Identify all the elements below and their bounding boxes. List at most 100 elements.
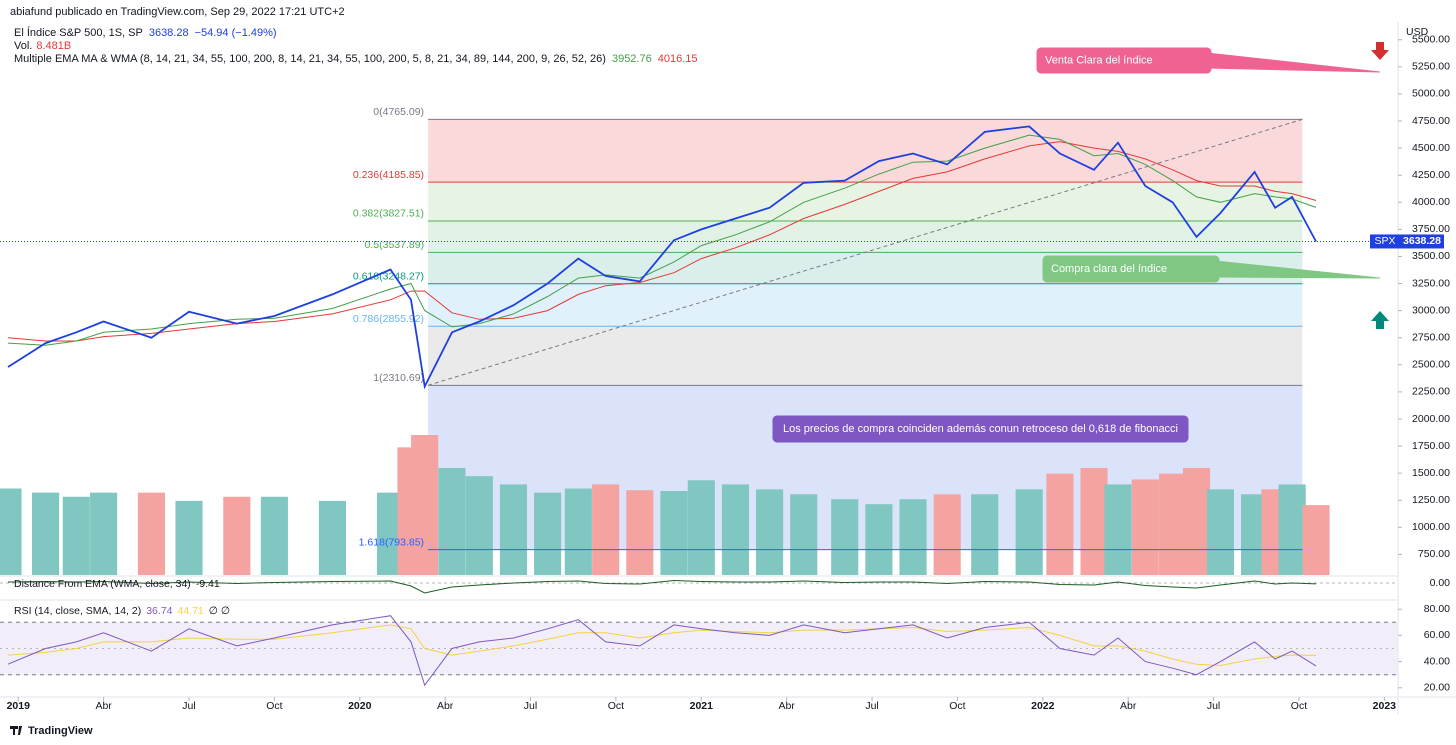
volume-bar bbox=[499, 484, 528, 575]
volume-bar bbox=[790, 494, 818, 575]
logo bbox=[10, 726, 22, 735]
y-tick-label: 4000.00 bbox=[1412, 196, 1450, 208]
x-tick-label: Jul bbox=[524, 700, 537, 712]
callout bbox=[1042, 255, 1220, 283]
x-tick-label: 2022 bbox=[1031, 700, 1055, 712]
rsi-legend: RSI (14, close, SMA, 14, 2) 36.74 44.71 ∅ ∅ bbox=[14, 605, 230, 617]
price-line bbox=[7, 125, 1317, 390]
volume-bar bbox=[564, 488, 592, 575]
y-tick-label: 2000.00 bbox=[1412, 413, 1450, 425]
y-tick-label: 2250.00 bbox=[1412, 386, 1450, 398]
y-tick-label: 3750.00 bbox=[1412, 223, 1450, 235]
x-tick-label: Oct bbox=[949, 700, 965, 712]
distance-title: Distance From EMA (WMA, close, 34) bbox=[14, 578, 191, 590]
volume-bar bbox=[534, 492, 562, 575]
y-tick-label: 2500.00 bbox=[1412, 359, 1450, 371]
fib-label: 0.786(2855.92) bbox=[353, 313, 424, 325]
distance-value: -9.41 bbox=[196, 578, 220, 590]
volume-bar bbox=[318, 500, 347, 575]
change: −54.94 (−1.49%) bbox=[195, 27, 277, 39]
x-tick-label: Jul bbox=[865, 700, 878, 712]
legend-vol: Vol. 8.481B bbox=[14, 40, 71, 52]
volume-bar bbox=[62, 496, 90, 575]
footer: TradingView bbox=[28, 725, 93, 737]
vol-label: Vol. bbox=[14, 40, 32, 52]
volume-bar bbox=[831, 499, 859, 575]
ema-slow: 4016.15 bbox=[658, 53, 698, 65]
fib-label: 0.618(3248.27) bbox=[353, 271, 424, 283]
y-tick-label: 5500.00 bbox=[1412, 34, 1450, 46]
fib-label: 0.382(3827.51) bbox=[353, 208, 424, 220]
ema-label: Multiple EMA MA & WMA (8, 14, 21, 34, 55… bbox=[14, 53, 606, 65]
volume-bar bbox=[438, 467, 466, 575]
x-tick-label: Oct bbox=[1291, 700, 1307, 712]
y-tick-label: 20.00 bbox=[1424, 682, 1450, 694]
symbol: El Índice S&P 500, 1S, SP bbox=[14, 26, 143, 39]
volume-bar bbox=[137, 492, 166, 575]
volume-bar bbox=[1302, 505, 1330, 575]
volume-bar bbox=[1080, 467, 1108, 575]
fib-band bbox=[428, 119, 1303, 183]
y-tick-label: 60.00 bbox=[1424, 629, 1450, 641]
volume-bar bbox=[411, 435, 439, 575]
volume-bar bbox=[1046, 473, 1074, 575]
x-tick-label: Oct bbox=[266, 700, 282, 712]
fib-band bbox=[428, 220, 1303, 253]
x-tick-label: Abr bbox=[95, 700, 112, 712]
y-tick-label: 1250.00 bbox=[1412, 494, 1450, 506]
legend-ema: Multiple EMA MA & WMA (8, 14, 21, 34, 55… bbox=[14, 53, 697, 65]
fib-trend bbox=[427, 118, 1303, 386]
y-tick-label: 1500.00 bbox=[1412, 467, 1450, 479]
volume-bar bbox=[175, 500, 203, 575]
x-tick-label: Oct bbox=[608, 700, 624, 712]
volume-bar bbox=[592, 484, 620, 575]
fib-band bbox=[428, 326, 1303, 386]
currency: USD bbox=[1406, 26, 1429, 38]
callout-text: Compra clara del índice bbox=[1051, 263, 1167, 275]
fib-label: 0.236(4185.85) bbox=[353, 169, 424, 181]
callout bbox=[1036, 47, 1212, 74]
y-tick-label: 0.00 bbox=[1430, 577, 1451, 589]
volume-bar bbox=[1278, 484, 1306, 575]
sell-arrow bbox=[1371, 42, 1389, 60]
x-tick-label: Abr bbox=[1120, 700, 1137, 712]
volume-bar bbox=[465, 476, 493, 575]
volume-bar bbox=[1131, 479, 1159, 575]
fib-label: 1(2310.69) bbox=[373, 372, 424, 384]
publisher: abiafund publicado en TradingView.com, S… bbox=[10, 6, 345, 18]
ema-fast: 3952.76 bbox=[612, 53, 652, 65]
volume-bar bbox=[933, 494, 961, 575]
volume-bar bbox=[721, 484, 750, 575]
callout-text: Los precios de compra coinciden además c… bbox=[783, 423, 1178, 435]
volume-bar bbox=[260, 496, 288, 575]
last: 3638.28 bbox=[149, 27, 189, 39]
x-tick-label: Jul bbox=[182, 700, 195, 712]
y-tick-label: 4500.00 bbox=[1412, 142, 1450, 154]
fib-band bbox=[428, 283, 1303, 327]
y-tick-label: 3500.00 bbox=[1412, 250, 1450, 262]
x-tick-label: 2019 bbox=[7, 700, 31, 712]
fib-band bbox=[428, 182, 1303, 221]
fib-label: 0.5(3537.89) bbox=[365, 239, 425, 251]
rsi-value: 44.71 bbox=[178, 605, 204, 617]
callout bbox=[772, 415, 1189, 443]
buy-arrow bbox=[1371, 311, 1389, 329]
volume-bar bbox=[90, 492, 118, 575]
rsi-line bbox=[7, 615, 1317, 687]
callout-pointer bbox=[1206, 52, 1381, 73]
volume-bar bbox=[1015, 489, 1043, 575]
y-tick-label: 1750.00 bbox=[1412, 440, 1450, 452]
y-tick-label: 80.00 bbox=[1424, 603, 1450, 615]
rsi-title: RSI (14, close, SMA, 14, 2) bbox=[14, 605, 141, 617]
volume-bar bbox=[1159, 473, 1187, 575]
rsi-extra: ∅ ∅ bbox=[209, 605, 230, 617]
x-tick-label: Abr bbox=[437, 700, 454, 712]
distance-line bbox=[7, 579, 1317, 594]
volume-bar bbox=[32, 492, 60, 575]
badge-symbol: SPX bbox=[1374, 235, 1395, 247]
x-tick-label: Abr bbox=[779, 700, 796, 712]
ema-line bbox=[7, 141, 1317, 342]
y-tick-label: 3250.00 bbox=[1412, 277, 1450, 289]
volume-bar bbox=[0, 488, 22, 575]
volume-bar bbox=[223, 496, 251, 575]
